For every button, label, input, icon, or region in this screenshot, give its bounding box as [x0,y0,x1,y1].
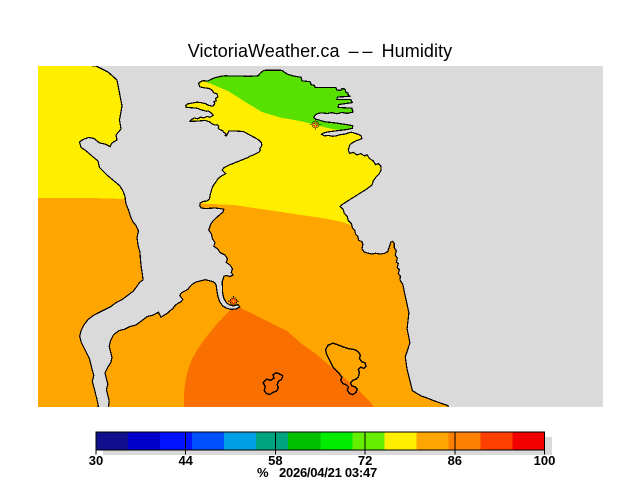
svg-text:VictoriaWeather.ca – – Humidit: VictoriaWeather.ca – – Humidity [188,41,453,61]
svg-text:100: 100 [534,453,556,468]
svg-text:86: 86 [448,453,462,468]
svg-text:%: % [257,465,269,480]
svg-text:58: 58 [268,453,282,468]
svg-text:2026/04/21 03:47: 2026/04/21 03:47 [279,465,377,480]
svg-text:44: 44 [178,453,193,468]
svg-text:72: 72 [358,453,372,468]
svg-text:30: 30 [89,453,103,468]
